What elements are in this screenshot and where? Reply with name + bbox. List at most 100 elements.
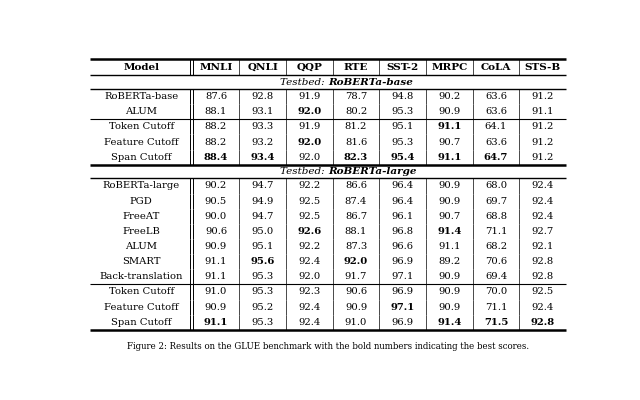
- Text: 96.9: 96.9: [392, 257, 413, 266]
- Text: 92.1: 92.1: [532, 242, 554, 251]
- Text: MNLI: MNLI: [199, 63, 233, 72]
- Text: 90.7: 90.7: [438, 212, 461, 221]
- Text: 91.1: 91.1: [437, 153, 461, 162]
- Text: 95.3: 95.3: [252, 288, 274, 296]
- Text: 92.4: 92.4: [532, 212, 554, 221]
- Text: 87.4: 87.4: [345, 197, 367, 206]
- Text: 97.1: 97.1: [392, 272, 414, 281]
- Text: 63.6: 63.6: [485, 107, 507, 116]
- Text: 92.0: 92.0: [298, 272, 321, 281]
- Text: RTE: RTE: [344, 63, 368, 72]
- Text: 90.9: 90.9: [438, 197, 461, 206]
- Text: 88.4: 88.4: [204, 153, 228, 162]
- Text: RoBERTa-base: RoBERTa-base: [104, 92, 179, 101]
- Text: 91.2: 91.2: [532, 92, 554, 101]
- Text: 63.6: 63.6: [485, 92, 507, 101]
- Text: 78.7: 78.7: [345, 92, 367, 101]
- Text: 94.7: 94.7: [252, 182, 274, 190]
- Text: 96.6: 96.6: [392, 242, 413, 251]
- Text: 92.4: 92.4: [532, 197, 554, 206]
- Text: Token Cutoff: Token Cutoff: [109, 288, 174, 296]
- Text: 95.4: 95.4: [390, 153, 415, 162]
- Text: 96.1: 96.1: [392, 212, 414, 221]
- Text: 93.2: 93.2: [252, 138, 274, 146]
- Text: 92.2: 92.2: [298, 182, 321, 190]
- Text: 91.2: 91.2: [532, 138, 554, 146]
- Text: 90.9: 90.9: [205, 242, 227, 251]
- Text: 90.6: 90.6: [345, 288, 367, 296]
- Text: Testbed:: Testbed:: [280, 167, 328, 176]
- Text: ALUM: ALUM: [125, 242, 157, 251]
- Text: 95.2: 95.2: [252, 303, 274, 312]
- Text: 94.7: 94.7: [252, 212, 274, 221]
- Text: 96.4: 96.4: [392, 182, 414, 190]
- Text: 91.4: 91.4: [437, 227, 461, 236]
- Text: 90.0: 90.0: [205, 212, 227, 221]
- Text: 90.5: 90.5: [205, 197, 227, 206]
- Text: 89.2: 89.2: [438, 257, 461, 266]
- Text: 97.1: 97.1: [390, 303, 415, 312]
- Text: 92.0: 92.0: [297, 138, 321, 146]
- Text: SST-2: SST-2: [387, 63, 419, 72]
- Text: 63.6: 63.6: [485, 138, 507, 146]
- Text: Feature Cutoff: Feature Cutoff: [104, 138, 179, 146]
- Text: 95.3: 95.3: [252, 318, 274, 327]
- Text: RoBERTa-large: RoBERTa-large: [102, 182, 180, 190]
- Text: 96.4: 96.4: [392, 197, 414, 206]
- Text: 92.0: 92.0: [297, 107, 321, 116]
- Text: 92.7: 92.7: [532, 227, 554, 236]
- Text: RoBERTa-base: RoBERTa-base: [328, 78, 413, 87]
- Text: 92.4: 92.4: [532, 303, 554, 312]
- Text: 92.4: 92.4: [532, 182, 554, 190]
- Text: QQP: QQP: [296, 63, 323, 72]
- Text: 69.4: 69.4: [485, 272, 507, 281]
- Text: CoLA: CoLA: [481, 63, 511, 72]
- Text: 88.1: 88.1: [205, 107, 227, 116]
- Text: 93.4: 93.4: [250, 153, 275, 162]
- Text: Span Cutoff: Span Cutoff: [111, 318, 172, 327]
- Text: 88.1: 88.1: [345, 227, 367, 236]
- Text: 90.7: 90.7: [438, 138, 461, 146]
- Text: 91.2: 91.2: [532, 122, 554, 132]
- Text: Feature Cutoff: Feature Cutoff: [104, 303, 179, 312]
- Text: 87.6: 87.6: [205, 92, 227, 101]
- Text: 86.7: 86.7: [345, 212, 367, 221]
- Text: 90.6: 90.6: [205, 227, 227, 236]
- Text: 92.5: 92.5: [532, 288, 554, 296]
- Text: 95.1: 95.1: [392, 122, 414, 132]
- Text: 92.8: 92.8: [252, 92, 274, 101]
- Text: 92.5: 92.5: [298, 197, 321, 206]
- Text: 91.1: 91.1: [438, 242, 461, 251]
- Text: 95.3: 95.3: [392, 138, 414, 146]
- Text: FreeAT: FreeAT: [123, 212, 160, 221]
- Text: 91.1: 91.1: [205, 272, 227, 281]
- Text: FreeLB: FreeLB: [122, 227, 160, 236]
- Text: 68.2: 68.2: [485, 242, 507, 251]
- Text: QNLI: QNLI: [247, 63, 278, 72]
- Text: Figure 2: Results on the GLUE benchmark with the bold numbers indicating the bes: Figure 2: Results on the GLUE benchmark …: [127, 342, 529, 351]
- Text: 93.1: 93.1: [252, 107, 274, 116]
- Text: Span Cutoff: Span Cutoff: [111, 153, 172, 162]
- Text: Testbed:: Testbed:: [280, 78, 328, 87]
- Text: 92.0: 92.0: [298, 153, 321, 162]
- Text: 70.0: 70.0: [485, 288, 507, 296]
- Text: 64.1: 64.1: [485, 122, 508, 132]
- Text: MRPC: MRPC: [431, 63, 467, 72]
- Text: PGD: PGD: [130, 197, 153, 206]
- Text: 68.0: 68.0: [485, 182, 507, 190]
- Text: 88.2: 88.2: [205, 138, 227, 146]
- Text: 92.5: 92.5: [298, 212, 321, 221]
- Text: 91.7: 91.7: [345, 272, 367, 281]
- Text: 90.9: 90.9: [438, 182, 461, 190]
- Text: 95.3: 95.3: [252, 272, 274, 281]
- Text: 92.8: 92.8: [532, 272, 554, 281]
- Text: Model: Model: [124, 63, 159, 72]
- Text: 91.1: 91.1: [204, 318, 228, 327]
- Text: 96.8: 96.8: [392, 227, 413, 236]
- Text: 71.5: 71.5: [484, 318, 508, 327]
- Text: 90.9: 90.9: [345, 303, 367, 312]
- Text: 91.1: 91.1: [531, 107, 554, 116]
- Text: 80.2: 80.2: [345, 107, 367, 116]
- Text: 96.9: 96.9: [392, 288, 413, 296]
- Text: 90.2: 90.2: [205, 182, 227, 190]
